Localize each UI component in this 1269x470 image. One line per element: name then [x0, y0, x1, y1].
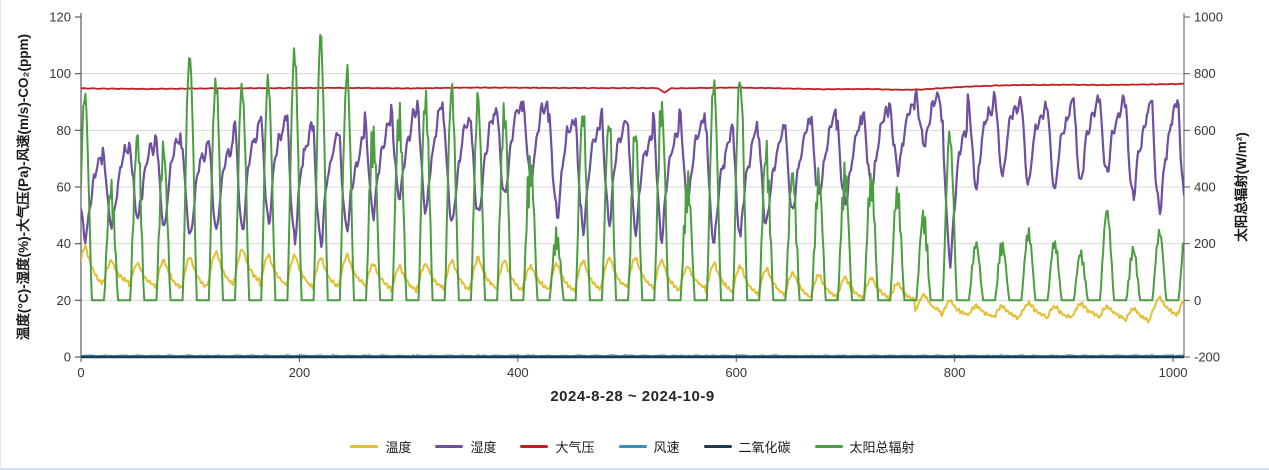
series-group [81, 34, 1184, 359]
y-right-tick-label: -200 [1194, 350, 1220, 365]
y-left-tick-label: 100 [49, 66, 71, 81]
legend-swatch-pressure [520, 445, 549, 448]
x-tick-label: 0 [77, 365, 84, 380]
legend-swatch-solar [814, 445, 843, 448]
x-tick-label: 1000 [1159, 365, 1188, 380]
x-tick-label: 400 [507, 365, 529, 380]
y-left-tick-label: 20 [57, 293, 71, 308]
legend-label-humidity: 湿度 [470, 440, 497, 455]
series-path-wind [81, 354, 1184, 357]
legend-item-pressure: 大气压 [520, 437, 595, 456]
series-path-pressure [81, 82, 1184, 94]
x-tick-label: 200 [289, 365, 311, 380]
y-right-tick-label: 0 [1194, 293, 1201, 308]
legend-swatch-wind [618, 445, 647, 448]
y-left-tick-label: 120 [49, 10, 71, 25]
legend-label-solar: 太阳总辐射 [849, 440, 915, 455]
legend-swatch-humidity [435, 445, 464, 448]
y-left-tick-label: 80 [57, 123, 71, 138]
series-path-temperature [81, 244, 1184, 324]
legend-label-pressure: 大气压 [555, 440, 595, 455]
y-right-tick-label: 800 [1194, 66, 1216, 81]
x-tick-label: 800 [944, 365, 966, 380]
legend-item-co2: 二氧化碳 [703, 437, 791, 456]
series-path-solar [81, 34, 1184, 302]
legend-label-wind: 风速 [653, 440, 680, 455]
legend-item-wind: 风速 [618, 437, 680, 456]
legend-swatch-co2 [703, 445, 732, 448]
right-axis-title: 太阳总辐射(W/m²) [1233, 132, 1249, 241]
y-left-tick-label: 40 [57, 236, 71, 251]
legend-item-temperature: 温度 [350, 437, 411, 456]
legend-item-humidity: 湿度 [435, 437, 496, 456]
left-axis-title: 温度(°C)-湿度(%)-大气压(Pa)-风速(m/s)-CO₂(ppm) [15, 34, 31, 340]
y-right-tick-label: 200 [1194, 236, 1216, 251]
legend-item-solar: 太阳总辐射 [814, 437, 915, 456]
y-right-tick-label: 1000 [1194, 10, 1223, 25]
y-right-tick-label: 600 [1194, 123, 1216, 138]
legend-label-co2: 二氧化碳 [738, 440, 791, 455]
y-right-tick-label: 400 [1194, 180, 1216, 195]
x-tick-label: 600 [725, 365, 747, 380]
legend: 温度 湿度 大气压 风速 二氧化碳 太阳总辐射 [81, 437, 1184, 456]
x-axis-title: 2024-8-28 ~ 2024-10-9 [550, 388, 715, 405]
y-left-tick-label: 0 [64, 350, 71, 365]
legend-swatch-temperature [350, 445, 379, 448]
legend-label-temperature: 温度 [385, 440, 412, 455]
y-left-tick-label: 60 [57, 180, 71, 195]
